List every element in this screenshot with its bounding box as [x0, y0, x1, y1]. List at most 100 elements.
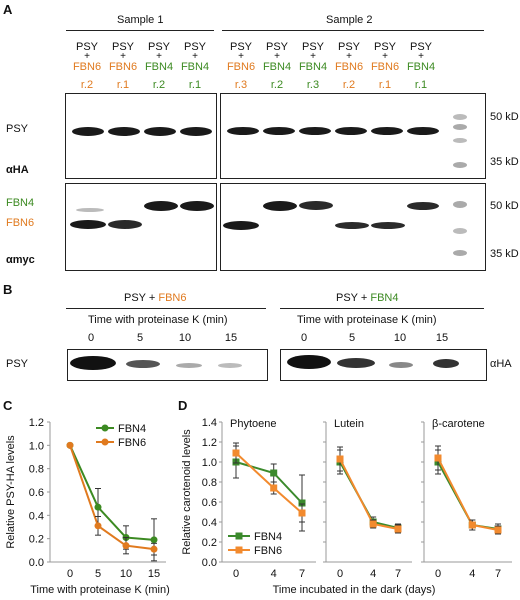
- d-y-tick-label: 1.2: [202, 437, 217, 449]
- lane-10-fbn: FBN4: [406, 61, 436, 73]
- d-y-tick-label: 0.8: [202, 477, 217, 489]
- blot-aha-sample2: [220, 93, 486, 179]
- lane-1-fbn: FBN6: [72, 61, 102, 73]
- lane-label-8: PSY + FBN6 r.2: [331, 41, 367, 91]
- d-subplot-title-1: Lutein: [334, 418, 364, 430]
- c-point-FBN4: [150, 536, 158, 544]
- lane-label-4: PSY + FBN4 r.1: [177, 41, 213, 91]
- b-left-line: [66, 308, 266, 309]
- d-y-tick-label: 0.4: [202, 517, 217, 529]
- d-point-FBN6: [298, 509, 306, 517]
- b-right-time-5: 5: [348, 332, 356, 344]
- c-y-tick-label: 1.0: [29, 440, 44, 452]
- blot-b-fbn4: [280, 349, 487, 381]
- blot-b-fbn6: [67, 349, 268, 381]
- lane-5-fbn: FBN6: [226, 61, 256, 73]
- d-point-FBN6: [232, 449, 240, 457]
- b-right-title: PSY + FBN4: [336, 292, 398, 304]
- lane-label-1: PSY + FBN6 r.2: [69, 41, 105, 91]
- d-series-line-FBN4: [437, 461, 499, 530]
- psy-label-a: PSY: [6, 123, 29, 135]
- lane-10-plus: +: [418, 51, 424, 62]
- chart-d: 0.0 0.2 0.4 0.6 0.8 1.0 1.2 1.4 Relative caroten…: [181, 417, 512, 596]
- c-y-tick-label: 0.8: [29, 464, 44, 476]
- lane-10-psy: PSY: [409, 41, 432, 53]
- lane-label-10: PSY + FBN4 r.1: [403, 41, 439, 91]
- panel-a-letter: A: [3, 2, 13, 17]
- lane-7-fbn: FBN4: [298, 61, 328, 73]
- lane-1-plus: +: [84, 51, 90, 62]
- lane-3-psy: PSY: [147, 41, 170, 53]
- d-x-tick-label: 4: [469, 568, 475, 580]
- lane-7-psy: PSY: [301, 41, 324, 53]
- lane-6-rep: r.2: [270, 79, 284, 91]
- d-point-FBN4: [270, 469, 278, 477]
- sample2-line: [222, 30, 484, 31]
- b-right-time-15: 15: [435, 332, 449, 344]
- b-left-time-5: 5: [136, 332, 144, 344]
- c-y-tick-label: 0.6: [29, 487, 44, 499]
- lane-2-plus: +: [120, 51, 126, 62]
- b-right-title-psy: PSY +: [336, 292, 371, 304]
- lane-8-psy: PSY: [337, 41, 360, 53]
- sample2-label: Sample 2: [326, 14, 373, 26]
- d-x-tick-label: 0: [337, 568, 343, 580]
- d-x-tick-label: 7: [495, 568, 501, 580]
- c-point-FBN6: [122, 542, 130, 550]
- lane-label-3: PSY + FBN4 r.2: [141, 41, 177, 91]
- d-x-tick-label: 7: [395, 568, 401, 580]
- c-y-axis-label: Relative PSY-HA levels: [5, 435, 17, 549]
- b-left-time-15: 15: [224, 332, 238, 344]
- c-x-tick-label: 0: [67, 568, 73, 580]
- lane-10-rep: r.1: [414, 79, 428, 91]
- lane-2-rep: r.1: [116, 79, 130, 91]
- blot-amyc-sample2: [220, 183, 486, 271]
- d-y-tick-label: 0.2: [202, 537, 217, 549]
- d-x-tick-label: 4: [271, 568, 277, 580]
- mw-50-bot: 50 kD: [490, 200, 519, 212]
- panel-c-letter: C: [3, 398, 13, 413]
- b-left-time-0: 0: [87, 332, 95, 344]
- amyc-label-a: αmyc: [6, 254, 35, 266]
- lane-6-plus: +: [274, 51, 280, 62]
- lane-label-7: PSY + FBN4 r.3: [295, 41, 331, 91]
- c-point-FBN6: [94, 522, 102, 530]
- lane-3-rep: r.2: [152, 79, 166, 91]
- lane-4-rep: r.1: [188, 79, 202, 91]
- d-point-FBN6: [434, 454, 442, 462]
- d-x-tick-label: 0: [233, 568, 239, 580]
- b-left-title-psy: PSY +: [124, 292, 159, 304]
- lane-8-fbn: FBN6: [334, 61, 364, 73]
- lane-1-psy: PSY: [75, 41, 98, 53]
- d-point-FBN6: [369, 520, 377, 528]
- lane-1-rep: r.2: [80, 79, 94, 91]
- d-x-tick-label: 4: [370, 568, 376, 580]
- c-point-FBN6: [150, 545, 158, 553]
- blot-amyc-sample1: [65, 183, 217, 271]
- lane-4-fbn: FBN4: [180, 61, 210, 73]
- aha-label-a: αHA: [6, 164, 29, 176]
- d-subplot-title-2: β-carotene: [432, 418, 485, 430]
- panel-b-letter: B: [3, 282, 13, 297]
- c-series-line-FBN6: [69, 445, 155, 551]
- c-point-FBN6: [66, 441, 74, 449]
- lane-3-plus: +: [156, 51, 162, 62]
- d-x-tick-label: 0: [435, 568, 441, 580]
- fbn4-label-a: FBN4: [6, 197, 35, 209]
- c-x-tick-label: 10: [120, 568, 132, 580]
- lane-8-plus: +: [346, 51, 352, 62]
- d-series-line-FBN6: [235, 452, 303, 514]
- lane-5-psy: PSY: [229, 41, 252, 53]
- mw-35-top: 35 kD: [490, 156, 519, 168]
- lane-9-fbn: FBN6: [370, 61, 400, 73]
- d-legend-marker-FBN4: [235, 532, 243, 540]
- b-left-time-label: Time with proteinase K (min): [88, 314, 228, 326]
- b-right-time-label: Time with proteinase K (min): [297, 314, 437, 326]
- lane-2-fbn: FBN6: [108, 61, 138, 73]
- lane-6-fbn: FBN4: [262, 61, 292, 73]
- lane-9-plus: +: [382, 51, 388, 62]
- b-right-time-10: 10: [393, 332, 407, 344]
- c-legend-label-FBN6: FBN6: [118, 437, 146, 449]
- sample1-label: Sample 1: [117, 14, 164, 26]
- d-legend-marker-FBN6: [235, 546, 243, 554]
